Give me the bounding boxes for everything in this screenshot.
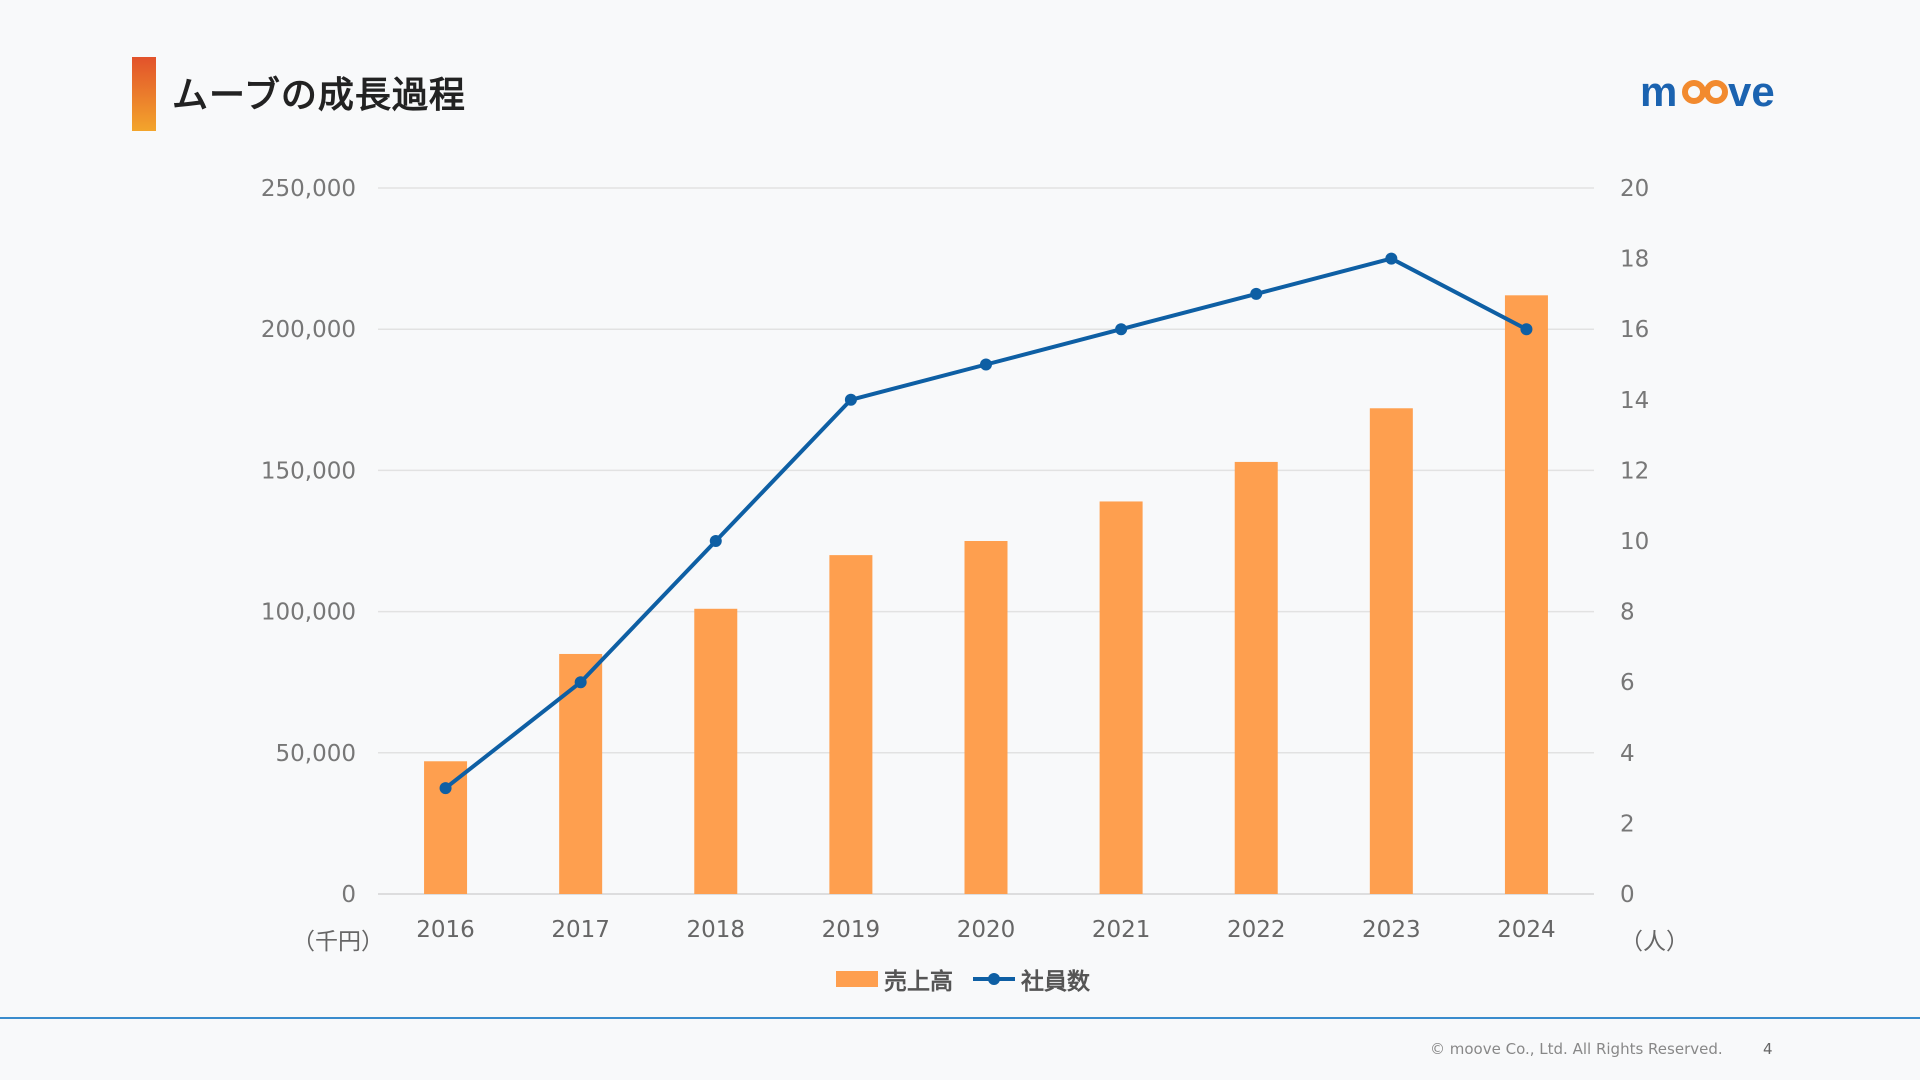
y-right-ticks: 0 2 4 6 8 10 12 14 16 18 20	[1620, 176, 1649, 908]
legend-bar-swatch	[836, 971, 878, 987]
y-right-tick-label: 20	[1620, 176, 1649, 202]
x-tick-label: 2016	[416, 917, 475, 943]
y-right-tick-label: 6	[1620, 670, 1635, 696]
moove-logo: m ve	[1640, 68, 1775, 115]
y-right-tick-label: 10	[1620, 529, 1649, 555]
y-left-tick-label: 150,000	[261, 458, 356, 484]
y-left-tick-label: 0	[341, 882, 356, 908]
y-right-tick-label: 0	[1620, 882, 1635, 908]
revenue-bar	[1369, 408, 1413, 894]
y-right-tick-label: 12	[1620, 458, 1649, 484]
revenue-bar	[559, 653, 603, 894]
copyright-text: © moove Co., Ltd. All Rights Reserved.	[1430, 1040, 1723, 1058]
x-tick-label: 2023	[1362, 917, 1421, 943]
revenue-bar	[424, 761, 468, 894]
y-right-tick-label: 8	[1620, 600, 1635, 626]
y-left-unit: （千円）	[292, 929, 384, 955]
employee-point	[574, 676, 587, 689]
legend-label-employees: 社員数	[1021, 969, 1090, 995]
legend-label-revenue: 売上高	[884, 969, 953, 995]
y-left-tick-label: 50,000	[276, 741, 356, 767]
svg-text:ve: ve	[1728, 68, 1775, 115]
legend-item-employees: 社員数	[973, 962, 1090, 996]
x-tick-label: 2020	[957, 917, 1016, 943]
revenue-bar	[1099, 501, 1143, 894]
legend-line-swatch	[973, 971, 1015, 987]
title-accent-bar	[132, 57, 156, 131]
legend-item-revenue: 売上高	[836, 962, 953, 996]
revenue-bars	[424, 295, 1548, 894]
y-right-tick-label: 4	[1620, 741, 1635, 767]
x-tick-label: 2021	[1092, 917, 1151, 943]
employee-point	[1385, 252, 1398, 265]
x-tick-label: 2022	[1227, 917, 1286, 943]
x-tick-label: 2017	[551, 917, 610, 943]
employee-point	[439, 782, 452, 795]
revenue-bar	[1234, 461, 1278, 894]
x-tick-label: 2024	[1497, 917, 1556, 943]
page-number: 4	[1763, 1040, 1773, 1058]
employee-point	[980, 358, 992, 371]
y-left-tick-label: 250,000	[261, 176, 356, 202]
revenue-bar	[1504, 295, 1548, 894]
footer-rule	[0, 1017, 1920, 1019]
employee-point	[1115, 323, 1128, 336]
chart-legend: 売上高 社員数	[836, 962, 1090, 996]
employee-point	[844, 393, 857, 406]
page-title: ムーブの成長過程	[172, 75, 466, 116]
revenue-bar	[694, 608, 738, 894]
x-ticks: 2016 2017 2018 2019 2020 2021 2022 2023 2024	[416, 917, 1555, 943]
y-left-tick-label: 200,000	[261, 317, 356, 343]
y-left-tick-label: 100,000	[261, 600, 356, 626]
y-right-tick-label: 18	[1620, 247, 1649, 273]
employee-point	[709, 535, 722, 547]
revenue-bar	[829, 555, 873, 894]
x-tick-label: 2019	[822, 917, 881, 943]
employee-points	[439, 252, 1533, 795]
svg-text:m: m	[1640, 68, 1677, 115]
x-tick-label: 2018	[687, 917, 746, 943]
employee-point	[1520, 323, 1533, 336]
y-right-tick-label: 16	[1620, 317, 1649, 343]
revenue-bar	[964, 541, 1008, 894]
employee-point	[1250, 287, 1263, 300]
y-right-tick-label: 14	[1620, 388, 1649, 414]
y-left-ticks: 0 50,000 100,000 150,000 200,000 250,000	[261, 176, 356, 908]
y-right-unit: （人）	[1620, 929, 1689, 955]
y-right-tick-label: 2	[1620, 811, 1635, 837]
